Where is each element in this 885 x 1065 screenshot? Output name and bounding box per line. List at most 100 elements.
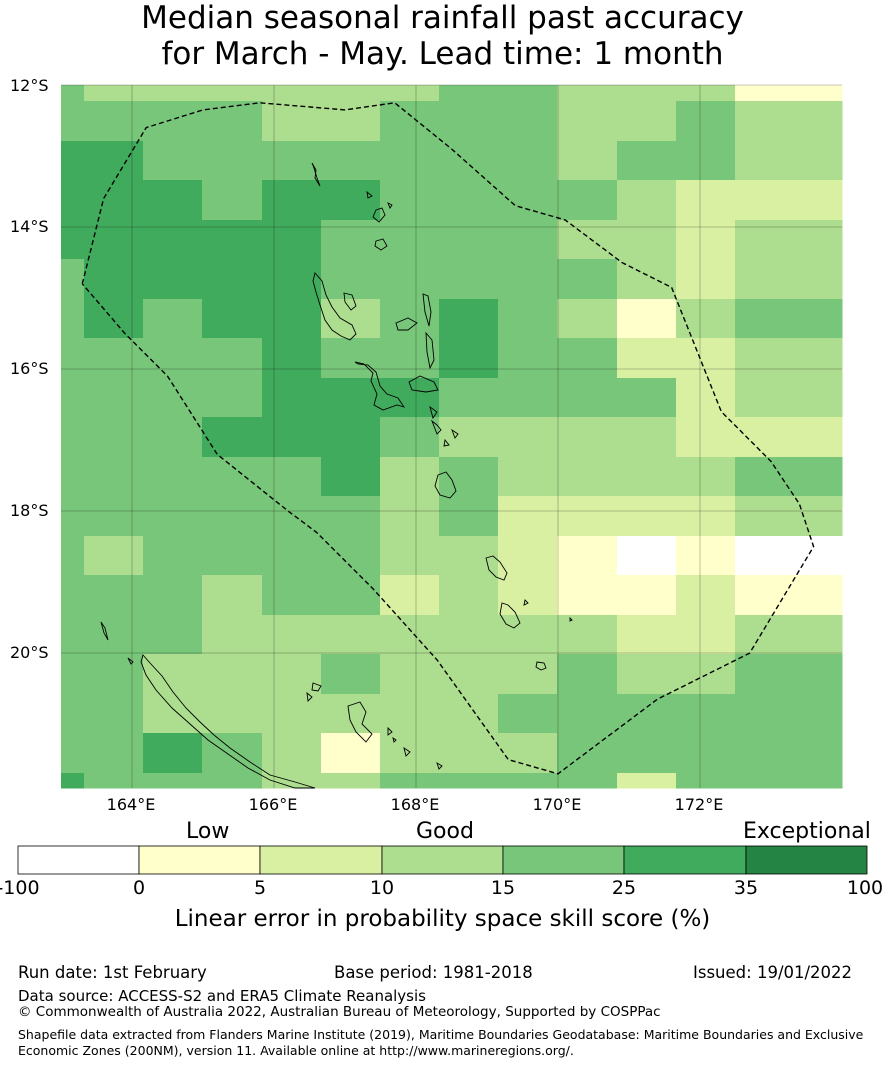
skill-cell	[143, 496, 203, 537]
skill-cell	[794, 536, 843, 576]
skill-cell	[794, 773, 843, 789]
eez-boundary-line	[81, 102, 815, 775]
skill-cell	[617, 733, 677, 774]
lat-label-14s: 14°S	[10, 217, 49, 236]
skill-cell	[794, 496, 843, 537]
skill-cell	[794, 220, 843, 260]
skill-cell	[143, 101, 203, 142]
skill-cell	[735, 259, 795, 300]
lat-label-16s: 16°S	[10, 359, 49, 378]
skill-cell	[794, 378, 843, 418]
tick-0: 0	[132, 877, 146, 899]
skill-cell	[617, 615, 677, 655]
island-outline	[436, 761, 443, 770]
skill-cell	[143, 536, 203, 576]
skill-cell	[557, 417, 618, 458]
lon-label-172e: 172°E	[674, 795, 724, 814]
skill-cell	[498, 575, 558, 616]
skill-cell	[84, 733, 144, 774]
skill-cell	[84, 615, 144, 655]
skill-cell	[321, 733, 381, 774]
skill-cell	[143, 733, 203, 774]
tick-neg100: -100	[0, 877, 40, 899]
skill-cell	[61, 654, 85, 695]
island-outline	[372, 207, 386, 223]
skill-cell	[439, 338, 499, 379]
skill-cell	[202, 259, 263, 300]
lon-label-170e: 170°E	[532, 795, 582, 814]
skill-cell	[498, 338, 558, 379]
skill-cell	[557, 575, 618, 616]
skill-cell	[498, 259, 558, 300]
skill-cell	[794, 417, 843, 458]
skill-cell	[439, 417, 499, 458]
colorbar-segment	[138, 845, 261, 875]
skill-cell	[498, 536, 558, 576]
skill-cell	[321, 457, 381, 497]
island-outline	[499, 602, 521, 629]
skill-cell	[262, 536, 322, 576]
skill-cell	[84, 101, 144, 142]
data-source: Data source: ACCESS-S2 and ERA5 Climate …	[18, 987, 426, 1005]
skill-cell	[380, 575, 440, 616]
island-outline	[535, 661, 547, 671]
skill-cell	[617, 575, 677, 616]
skill-cell	[735, 496, 795, 537]
tick-100: 100	[846, 877, 884, 899]
skill-cell	[61, 496, 85, 537]
skill-cell	[735, 180, 795, 221]
colorbar	[17, 845, 868, 875]
island-outline	[430, 419, 442, 435]
skill-cell	[498, 378, 558, 418]
island-outline	[425, 331, 435, 370]
colorbar-segment	[259, 845, 383, 875]
skill-cell	[557, 654, 618, 695]
skill-cell	[143, 141, 203, 181]
skill-cell	[617, 378, 677, 418]
skill-cell	[380, 338, 440, 379]
skill-cell	[262, 496, 322, 537]
skill-cell	[380, 220, 440, 260]
lat-label-12s: 12°S	[10, 76, 49, 95]
skill-cell	[262, 85, 322, 102]
skill-cell	[439, 457, 499, 497]
skill-cell	[617, 654, 677, 695]
island-outline	[354, 361, 406, 411]
skill-cell	[380, 141, 440, 181]
skill-cell	[439, 615, 499, 655]
skill-cell	[676, 141, 736, 181]
skill-cell	[84, 694, 144, 734]
skill-cell	[794, 338, 843, 379]
lat-label-20s: 20°S	[10, 643, 49, 662]
skill-cell	[84, 654, 144, 695]
skill-cell	[794, 654, 843, 695]
skill-cell	[202, 733, 263, 774]
colorbar-segment	[502, 845, 625, 875]
skill-cell	[498, 101, 558, 142]
island-outline	[366, 190, 373, 199]
lon-label-166e: 166°E	[248, 795, 298, 814]
skill-cell	[84, 180, 144, 221]
island-outline	[485, 555, 508, 581]
island-outline	[429, 405, 438, 420]
skill-cell	[143, 457, 203, 497]
skill-cell	[439, 141, 499, 181]
skill-cell	[61, 259, 85, 300]
skill-cell	[380, 496, 440, 537]
island-outlines	[100, 162, 573, 789]
skill-cell	[143, 338, 203, 379]
skill-cell	[262, 220, 322, 260]
skill-cell	[321, 220, 381, 260]
skill-cell	[262, 575, 322, 616]
skill-cell	[262, 733, 322, 774]
skill-cell	[735, 417, 795, 458]
skill-cell	[735, 85, 795, 102]
colorbar-segment	[623, 845, 747, 875]
island-outline	[569, 616, 573, 622]
skill-cell	[557, 299, 618, 339]
skill-cell	[439, 694, 499, 734]
skill-cell	[61, 694, 85, 734]
skill-cell	[676, 101, 736, 142]
skill-grid-cells	[61, 85, 843, 789]
skill-cell	[617, 338, 677, 379]
